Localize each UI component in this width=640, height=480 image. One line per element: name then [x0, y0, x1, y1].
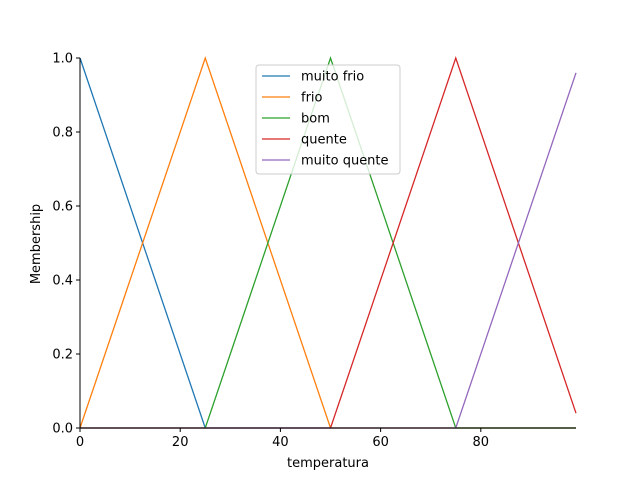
legend-label-quente: quente [301, 133, 347, 148]
legend-label-muito-frio: muito frio [301, 70, 364, 85]
legend-box [255, 64, 401, 175]
y-tick-label: 0.6 [52, 200, 73, 215]
y-tick-label: 0.4 [52, 274, 73, 289]
y-tick-label: 1.0 [52, 52, 73, 67]
legend-label-muito-quente: muito quente [301, 154, 389, 169]
x-tick-label: 40 [272, 435, 289, 450]
y-tick-label: 0.2 [52, 348, 73, 363]
x-tick-label: 0 [76, 435, 84, 450]
y-tick-label: 0.8 [52, 126, 73, 141]
y-tick-label: 0.0 [52, 422, 73, 437]
x-tick-label: 80 [473, 435, 490, 450]
legend-label-frio: frio [301, 91, 323, 106]
x-axis-label: temperatura [287, 456, 369, 471]
x-tick-label: 60 [372, 435, 389, 450]
axes-layer: 0 20 40 60 80 0.0 0.2 0.4 0.6 0.8 1.0 [52, 52, 576, 450]
x-tick-label: 20 [172, 435, 189, 450]
legend-label-bom: bom [301, 112, 330, 127]
legend: muito frio frio bom quente muito quente [255, 64, 401, 175]
y-axis-label: Membership [29, 204, 44, 284]
